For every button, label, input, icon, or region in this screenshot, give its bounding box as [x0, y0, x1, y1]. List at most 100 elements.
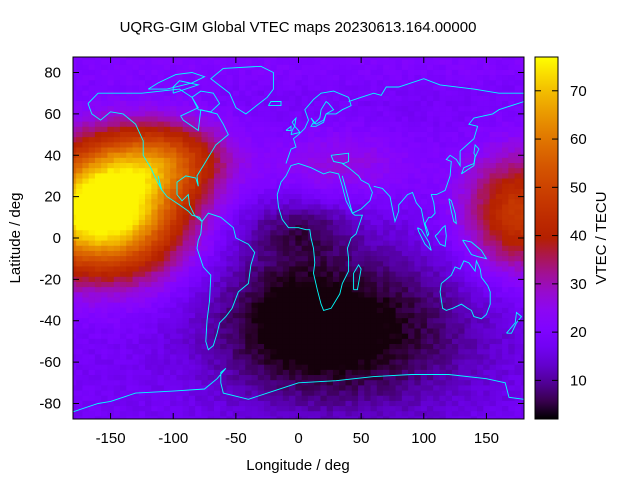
heatmap-cell — [307, 142, 315, 149]
heatmap-cell — [176, 194, 184, 200]
heatmap-cell — [445, 219, 453, 226]
heatmap-cell — [483, 173, 491, 180]
heatmap-cell — [282, 318, 290, 324]
heatmap-cell — [138, 163, 146, 169]
heatmap-cell — [94, 194, 102, 200]
heatmap-cell — [339, 142, 347, 149]
heatmap-cell — [364, 183, 372, 190]
heatmap-cell — [163, 95, 171, 102]
heatmap-cell — [145, 137, 152, 143]
heatmap-cell — [408, 173, 415, 180]
heatmap-cell — [270, 292, 278, 299]
heatmap-cell — [145, 276, 152, 283]
heatmap-cell — [401, 359, 409, 366]
heatmap-cell — [163, 312, 171, 319]
heatmap-cell — [88, 307, 96, 314]
heatmap-cell — [458, 318, 466, 324]
heatmap-cell — [226, 106, 234, 112]
heatmap-cell — [119, 323, 127, 330]
heatmap-cell — [445, 256, 453, 262]
heatmap-cell — [170, 209, 177, 216]
heatmap-cell — [470, 59, 478, 66]
heatmap-cell — [264, 328, 271, 335]
heatmap-cell — [238, 344, 246, 350]
heatmap-cell — [320, 204, 328, 211]
heatmap-cell — [364, 302, 372, 309]
heatmap-cell — [107, 126, 115, 133]
heatmap-cell — [495, 338, 503, 345]
heatmap-cell — [163, 163, 171, 169]
heatmap-cell — [464, 95, 472, 102]
heatmap-cell — [439, 69, 447, 76]
heatmap-cell — [470, 312, 478, 319]
heatmap-cell — [502, 183, 509, 190]
heatmap-cell — [314, 261, 322, 268]
heatmap-cell — [276, 385, 284, 392]
heatmap-cell — [464, 349, 472, 355]
heatmap-cell — [295, 235, 303, 242]
heatmap-cell — [508, 266, 516, 273]
heatmap-cell — [232, 354, 240, 361]
heatmap-cell — [508, 100, 516, 107]
heatmap-cell — [257, 199, 265, 205]
heatmap-cell — [433, 121, 441, 128]
heatmap-cell — [113, 100, 121, 107]
heatmap-cell — [264, 90, 271, 97]
heatmap-cell — [88, 261, 96, 268]
heatmap-cell — [232, 323, 240, 330]
heatmap-cell — [163, 59, 171, 66]
heatmap-cell — [101, 183, 109, 190]
heatmap-cell — [282, 116, 290, 123]
heatmap-cell — [383, 287, 390, 293]
heatmap-cell — [433, 349, 441, 355]
heatmap-cell — [401, 95, 409, 102]
heatmap-cell — [502, 178, 509, 185]
heatmap-cell — [439, 359, 447, 366]
heatmap-cell — [251, 152, 259, 159]
heatmap-cell — [88, 400, 96, 407]
heatmap-cell — [213, 287, 221, 293]
heatmap-cell — [188, 240, 196, 247]
heatmap-cell — [232, 318, 240, 324]
heatmap-cell — [477, 116, 484, 123]
heatmap-cell — [113, 318, 121, 324]
heatmap-cell — [94, 287, 102, 293]
heatmap-cell — [245, 369, 253, 376]
heatmap-cell — [339, 375, 347, 381]
heatmap-cell — [82, 152, 90, 159]
heatmap-cell — [464, 183, 472, 190]
heatmap-cell — [383, 137, 390, 143]
heatmap-cell — [182, 390, 190, 397]
heatmap-cell — [414, 90, 422, 97]
heatmap-cell — [107, 406, 115, 412]
heatmap-cell — [282, 395, 290, 402]
heatmap-cell — [170, 121, 177, 128]
heatmap-cell — [88, 116, 96, 123]
heatmap-cell — [213, 126, 221, 133]
heatmap-cell — [508, 364, 516, 371]
heatmap-cell — [389, 395, 397, 402]
heatmap-cell — [151, 121, 159, 128]
heatmap-cell — [295, 230, 303, 237]
heatmap-cell — [251, 178, 259, 185]
heatmap-cell — [119, 406, 127, 412]
heatmap-cell — [401, 225, 409, 231]
heatmap-cell — [170, 385, 177, 392]
heatmap-cell — [508, 178, 516, 185]
heatmap-cell — [464, 338, 472, 345]
heatmap-cell — [126, 261, 134, 268]
heatmap-cell — [76, 106, 83, 112]
heatmap-cell — [464, 344, 472, 350]
heatmap-cell — [264, 307, 271, 314]
heatmap-cell — [151, 204, 159, 211]
heatmap-cell — [514, 323, 522, 330]
heatmap-cell — [508, 276, 516, 283]
heatmap-cell — [307, 261, 315, 268]
heatmap-cell — [502, 390, 509, 397]
heatmap-cell — [508, 183, 516, 190]
heatmap-cell — [320, 271, 328, 278]
heatmap-cell — [82, 375, 90, 381]
heatmap-cell — [226, 266, 234, 273]
heatmap-cell — [257, 281, 265, 288]
heatmap-cell — [358, 302, 365, 309]
